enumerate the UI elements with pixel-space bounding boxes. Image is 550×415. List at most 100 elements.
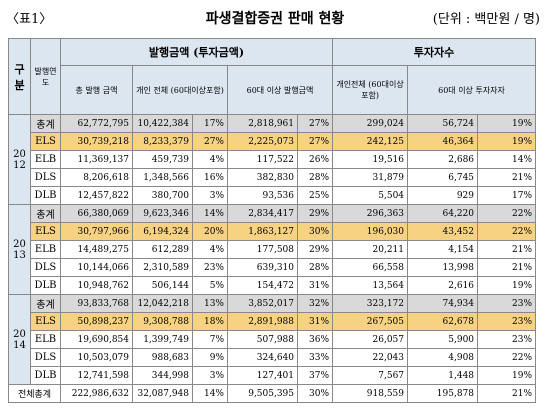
type-cell: DLS <box>30 348 61 367</box>
value-cell: 507,988 <box>227 330 298 349</box>
value-cell: 6,745 <box>407 168 479 187</box>
value-cell: 19% <box>477 114 537 133</box>
value-cell: 14% <box>477 150 537 169</box>
table-row: DLS 8,206,618 1,348,566 16% 382,830 28% 31,879… <box>9 168 537 187</box>
value-cell: 9,308,788 <box>132 312 193 331</box>
value-cell: 2,225,073 <box>227 132 298 151</box>
value-cell: 27% <box>296 132 334 151</box>
value-cell: 23% <box>477 294 537 313</box>
table-row: DLB 10,948,762 506,144 5% 154,472 31% 13,564 2,… <box>9 276 537 295</box>
value-cell: 380,700 <box>132 186 193 205</box>
value-cell: 17% <box>477 186 537 205</box>
value-cell: 612,289 <box>132 240 193 259</box>
value-cell: 918,559 <box>332 384 409 403</box>
value-cell: 19,690,854 <box>60 330 133 349</box>
value-cell: 4% <box>192 150 228 169</box>
value-cell: 31% <box>296 312 334 331</box>
value-cell: 127,401 <box>227 366 298 385</box>
value-cell: 21% <box>477 258 537 277</box>
value-cell: 19% <box>477 366 537 385</box>
value-cell: 2,310,589 <box>132 258 193 277</box>
sales-table: 구분 발행연도 발행금액 (투자금액) 투자자수 총 발행 금액 개인 전체 (… <box>8 38 537 403</box>
table-row: DLS 10,503,079 988,683 9% 324,640 33% 22,043 4,… <box>9 348 537 367</box>
value-cell: 33% <box>296 348 334 367</box>
value-cell: 32% <box>296 294 334 313</box>
value-cell: 30,739,218 <box>60 132 133 151</box>
value-cell: 242,125 <box>332 132 409 151</box>
value-cell: 195,878 <box>407 384 479 403</box>
value-cell: 18% <box>192 312 228 331</box>
table-body: 2012 총계 62,772,795 10,422,384 17% 2,818,961 27… <box>8 114 537 403</box>
year-cell: 2014 <box>8 294 31 385</box>
value-cell: 30% <box>296 384 334 403</box>
unit: (단위 : 백만원 / 명) <box>432 12 540 27</box>
type-cell: 총계 <box>30 204 61 223</box>
value-cell: 1,348,566 <box>132 168 193 187</box>
value-cell: 13,564 <box>332 276 409 295</box>
value-cell: 267,505 <box>332 312 409 331</box>
table-label: 〈표1〉 <box>6 12 53 27</box>
value-cell: 23% <box>477 312 537 331</box>
table-row: 2014 총계 93,833,768 12,042,218 13% 3,852,017 32… <box>8 294 537 385</box>
value-cell: 459,739 <box>132 150 193 169</box>
value-cell: 22% <box>477 222 537 241</box>
value-cell: 506,144 <box>132 276 193 295</box>
value-cell: 17% <box>192 114 228 133</box>
type-cell: ELB <box>30 150 61 169</box>
value-cell: 10,422,384 <box>132 114 193 133</box>
value-cell: 929 <box>407 186 479 205</box>
value-cell: 21% <box>477 384 537 403</box>
header-cell: 개인 전체 (60대이상포함) <box>132 65 228 115</box>
header-cell: 60대 이상 발행금액 <box>226 65 334 115</box>
value-cell: 988,683 <box>132 348 193 367</box>
table-row: DLS 10,144,066 2,310,589 23% 639,310 28% 66,55… <box>9 258 537 277</box>
value-cell: 117,522 <box>227 150 298 169</box>
value-cell: 8,206,618 <box>60 168 133 187</box>
value-cell: 4,908 <box>407 348 479 367</box>
type-cell: ELS <box>30 312 61 331</box>
value-cell: 19,516 <box>332 150 409 169</box>
value-cell: 27% <box>296 114 334 133</box>
table-row: ELB 11,369,137 459,739 4% 117,522 26% 19,516 2,… <box>9 150 537 169</box>
value-cell: 8,233,379 <box>132 132 193 151</box>
value-cell: 28% <box>296 168 334 187</box>
value-cell: 5% <box>192 276 228 295</box>
value-cell: 56,724 <box>407 114 479 133</box>
header-cell: 구분 <box>8 38 31 115</box>
type-cell: ELS <box>30 222 61 241</box>
header-cell: 60대 이상 투자자자 <box>407 65 537 115</box>
value-cell: 196,030 <box>332 222 409 241</box>
value-cell: 10,144,066 <box>60 258 133 277</box>
value-cell: 1,863,127 <box>227 222 298 241</box>
header-row: 구분 발행연도 발행금액 (투자금액) 투자자수 <box>8 38 537 115</box>
value-cell: 5,900 <box>407 330 479 349</box>
value-cell: 29% <box>296 240 334 259</box>
value-cell: 20,211 <box>332 240 409 259</box>
value-cell: 4% <box>192 240 228 259</box>
type-cell: DLS <box>30 168 61 187</box>
value-cell: 31,879 <box>332 168 409 187</box>
value-cell: 9,623,346 <box>132 204 193 223</box>
value-cell: 9% <box>192 348 228 367</box>
type-cell: DLB <box>30 276 61 295</box>
value-cell: 30,797,966 <box>60 222 133 241</box>
value-cell: 7% <box>192 330 228 349</box>
value-cell: 43,452 <box>407 222 479 241</box>
value-cell: 12,042,218 <box>132 294 193 313</box>
value-cell: 26,057 <box>332 330 409 349</box>
value-cell: 344,998 <box>132 366 193 385</box>
year-cell: 2013 <box>8 204 31 295</box>
value-cell: 323,172 <box>332 294 409 313</box>
header-cell: 투자자수 <box>332 38 537 66</box>
value-cell: 26% <box>296 150 334 169</box>
value-cell: 29% <box>296 204 334 223</box>
value-cell: 3% <box>192 186 228 205</box>
type-cell: 총계 <box>30 114 61 133</box>
value-cell: 1,448 <box>407 366 479 385</box>
value-cell: 324,640 <box>227 348 298 367</box>
value-cell: 93,536 <box>227 186 298 205</box>
value-cell: 296,363 <box>332 204 409 223</box>
value-cell: 2,818,961 <box>227 114 298 133</box>
value-cell: 154,472 <box>227 276 298 295</box>
